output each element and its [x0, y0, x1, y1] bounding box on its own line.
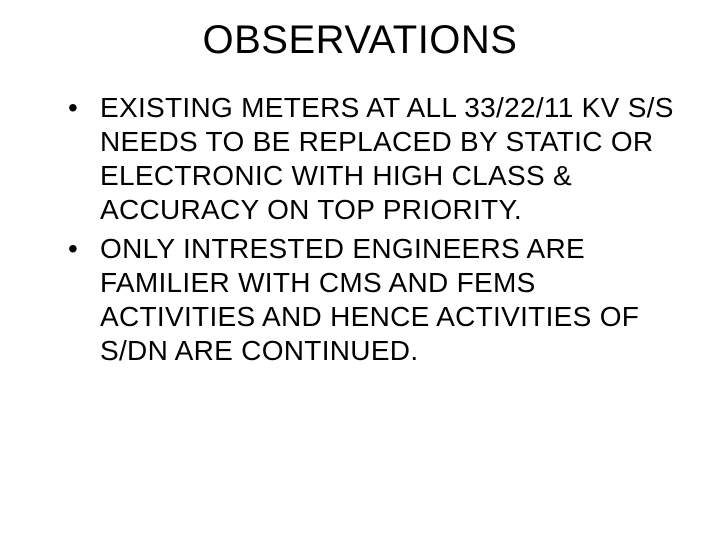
bullet-item: EXISTING METERS AT ALL 33/22/11 KV S/S N… [68, 91, 680, 228]
bullet-list: EXISTING METERS AT ALL 33/22/11 KV S/S N… [40, 91, 680, 368]
slide-title: OBSERVATIONS [40, 18, 680, 63]
bullet-item: ONLY INTRESTED ENGINEERS ARE FAMILIER WI… [68, 232, 680, 369]
